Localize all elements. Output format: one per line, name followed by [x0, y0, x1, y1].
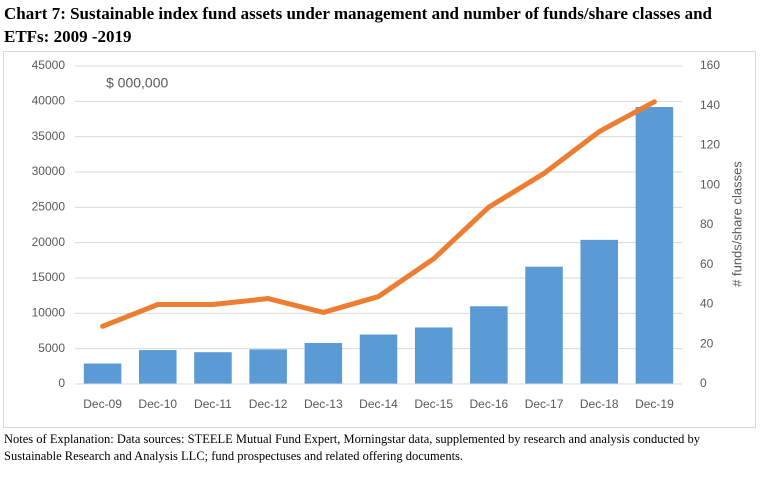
- y2-tick-label: 140: [700, 98, 720, 112]
- y2-tick-label: 160: [700, 58, 720, 72]
- bar: [414, 327, 453, 384]
- x-tick-label: Dec-12: [249, 397, 288, 411]
- x-tick-label: Dec-10: [138, 397, 177, 411]
- x-tick-label: Dec-19: [635, 397, 674, 411]
- y2-tick-label: 120: [700, 138, 720, 152]
- x-tick-label: Dec-11: [194, 397, 232, 411]
- y2-tick-label: 100: [700, 177, 720, 191]
- bar: [359, 334, 398, 384]
- bar: [525, 266, 563, 384]
- bar: [194, 352, 232, 384]
- y-tick-label: 25000: [32, 200, 66, 214]
- y-tick-label: 15000: [32, 270, 66, 284]
- bar: [304, 343, 343, 384]
- y-tick-label: 5000: [38, 341, 65, 355]
- x-tick-label: Dec-14: [359, 397, 398, 411]
- annotation: $ 000,000: [106, 75, 168, 91]
- y2-tick-label: 20: [700, 336, 714, 350]
- notes: Notes of Explanation: Data sources: STEE…: [4, 432, 701, 463]
- y-tick-label: 30000: [32, 164, 66, 178]
- chart-title: Chart 7: Sustainable index fund assets u…: [4, 4, 712, 46]
- bar: [470, 306, 508, 384]
- chart-frame: [3, 51, 756, 428]
- y2-tick-label: 0: [700, 376, 707, 390]
- x-tick-label: Dec-18: [580, 397, 619, 411]
- x-tick-label: Dec-09: [83, 397, 122, 411]
- bar: [580, 239, 618, 384]
- y-tick-label: 35000: [32, 129, 66, 143]
- y-tick-label: 20000: [32, 235, 66, 249]
- y2-tick-label: 60: [700, 257, 714, 271]
- x-tick-label: Dec-16: [470, 397, 509, 411]
- x-tick-label: Dec-13: [304, 397, 343, 411]
- line: [100, 99, 657, 329]
- bar: [635, 106, 674, 384]
- y-tick-label: 40000: [32, 94, 66, 108]
- y2-axis-label: # funds/share classes: [729, 161, 744, 287]
- bar: [83, 363, 122, 384]
- x-tick-label: Dec-17: [525, 397, 564, 411]
- y-tick-label: 0: [58, 376, 65, 390]
- y2-tick-label: 80: [700, 217, 714, 231]
- y2-tick-label: 40: [700, 297, 714, 311]
- bar: [139, 350, 177, 384]
- x-tick-label: Dec-15: [414, 397, 453, 411]
- y-tick-label: 10000: [32, 306, 66, 320]
- y-tick-label: 45000: [32, 58, 66, 72]
- bar: [249, 349, 287, 384]
